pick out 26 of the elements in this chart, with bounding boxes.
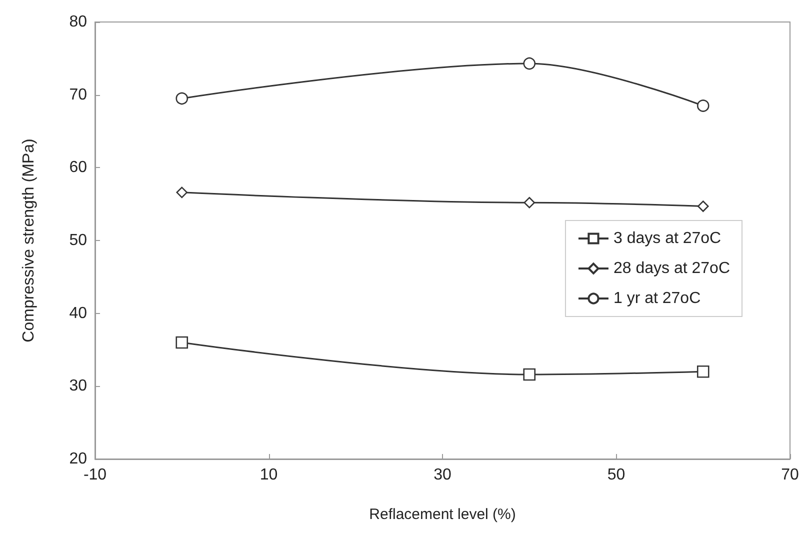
y-tick-label: 30	[69, 378, 88, 395]
y-tick-label: 20	[69, 450, 88, 468]
point	[696, 100, 710, 112]
point	[176, 336, 188, 349]
y-axis-title: Compressive strength (MPa)	[20, 138, 38, 342]
y-tick-label: 40	[69, 304, 88, 322]
x-tick-label: 50	[607, 466, 626, 484]
legend-label: 28 days at 27oC	[613, 260, 730, 277]
point	[697, 200, 709, 212]
legend-label: 3 days at 27oC	[613, 230, 722, 247]
y-tick-label: 50	[69, 232, 88, 249]
y-tick-label: 70	[69, 86, 88, 104]
x-axis-title: Reflacement level (%)	[369, 506, 516, 523]
y-tick-label: 80	[69, 14, 88, 30]
x-tick-label: -10	[83, 466, 107, 484]
point	[523, 57, 536, 70]
point	[523, 368, 536, 381]
x-tick-label: 70	[781, 466, 799, 484]
x-tick-label: 10	[260, 466, 278, 484]
y-tick-label: 60	[69, 159, 88, 176]
point	[176, 186, 188, 198]
point	[176, 92, 188, 105]
legend-label: 1 yr at 27oC	[613, 290, 701, 307]
x-tick-label: 30	[434, 466, 452, 484]
point	[696, 365, 710, 378]
point	[524, 196, 536, 208]
